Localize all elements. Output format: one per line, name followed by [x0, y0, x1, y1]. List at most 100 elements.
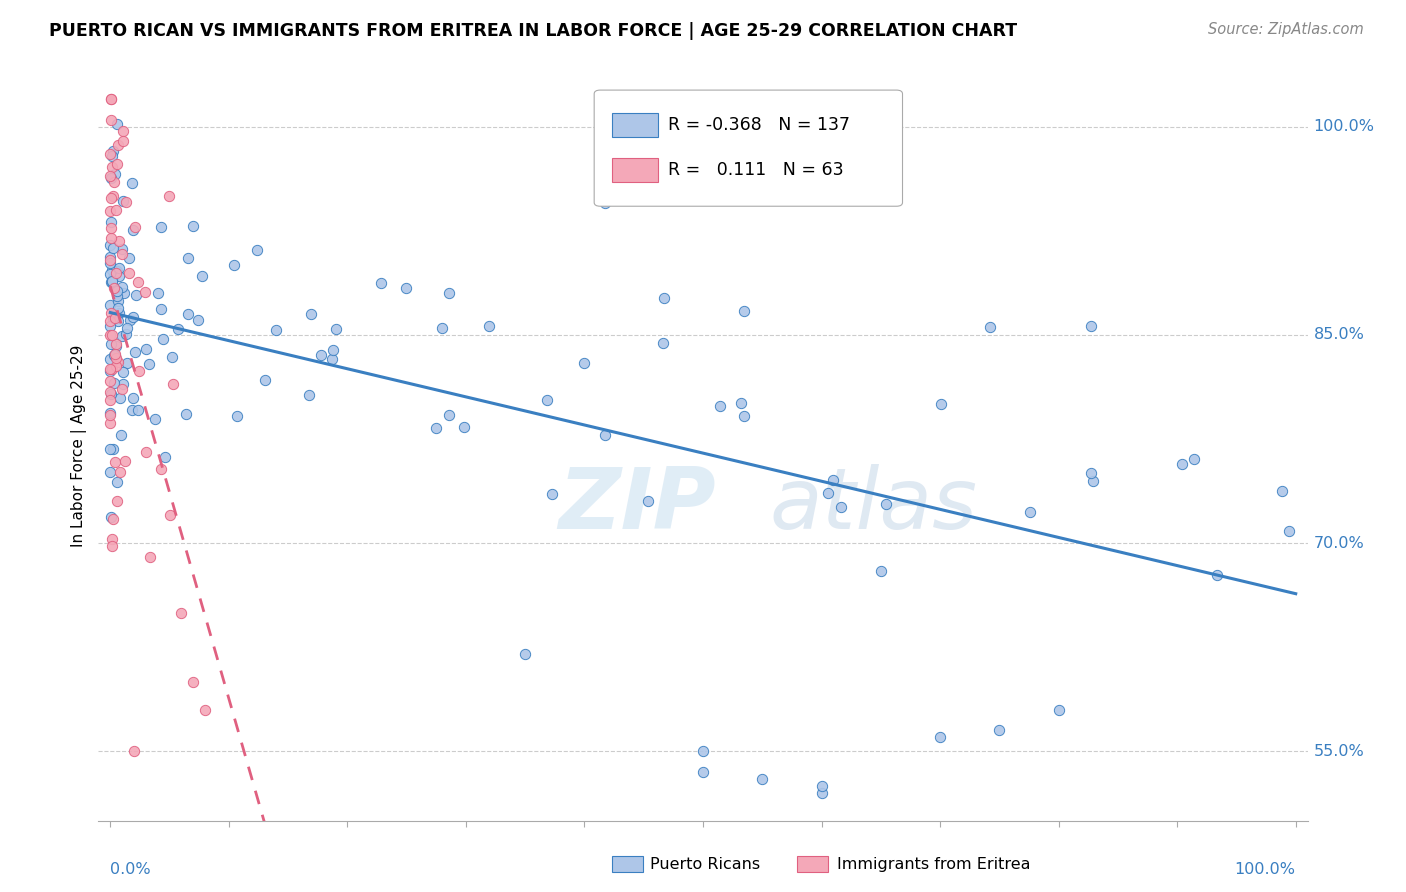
Point [929, 731, 952, 745]
Text: R = -0.368   N = 137: R = -0.368 N = 137 [668, 116, 851, 135]
Point [246, 244, 269, 258]
Point [325, 321, 347, 335]
Point [101, 263, 124, 277]
Text: Puerto Ricans: Puerto Ricans [650, 857, 759, 871]
Point [148, 286, 170, 301]
Point [105, 336, 128, 351]
Point [111, 280, 134, 294]
Point [311, 349, 333, 363]
Point [101, 276, 124, 290]
Point [105, 264, 128, 278]
Point [733, 409, 755, 423]
Point [105, 289, 128, 303]
Point [875, 497, 897, 511]
Point [1171, 457, 1194, 471]
Point [101, 160, 124, 174]
Point [100, 112, 122, 127]
Point [100, 92, 122, 106]
Point [104, 338, 127, 352]
Point [111, 376, 134, 391]
Point [114, 454, 136, 468]
Point [112, 365, 135, 379]
Point [127, 275, 149, 289]
Point [1271, 483, 1294, 498]
Point [111, 134, 134, 148]
Point [152, 332, 174, 346]
Point [181, 674, 204, 689]
Point [692, 765, 714, 780]
Point [298, 388, 321, 402]
Point [153, 450, 176, 464]
Point [821, 473, 844, 487]
Point [103, 281, 125, 295]
Point [117, 321, 139, 335]
Point [105, 475, 128, 490]
Point [104, 267, 127, 281]
Point [432, 321, 454, 335]
Point [125, 288, 148, 302]
Point [652, 291, 675, 305]
Point [100, 221, 122, 235]
Point [111, 329, 134, 343]
Point [176, 408, 198, 422]
Point [98, 409, 121, 423]
Point [122, 223, 145, 237]
Point [105, 494, 128, 508]
Point [100, 386, 122, 401]
Point [105, 351, 128, 365]
Point [159, 508, 181, 523]
Point [100, 297, 122, 311]
Point [162, 376, 184, 391]
Point [149, 461, 172, 475]
Point [118, 251, 141, 265]
Point [637, 188, 659, 202]
Point [135, 445, 157, 459]
Point [103, 347, 125, 361]
Point [101, 274, 124, 288]
Point [100, 510, 122, 524]
Point [370, 276, 392, 290]
Point [157, 188, 180, 202]
Point [652, 335, 675, 350]
Point [191, 268, 214, 283]
Y-axis label: In Labor Force | Age 25-29: In Labor Force | Age 25-29 [72, 345, 87, 547]
Point [226, 409, 249, 423]
Point [264, 323, 287, 337]
Text: 100.0%: 100.0% [1313, 120, 1375, 135]
Point [869, 564, 891, 578]
Point [187, 313, 209, 327]
Point [98, 328, 121, 343]
Text: 100.0%: 100.0% [1234, 862, 1296, 877]
Point [101, 189, 124, 203]
Point [101, 512, 124, 526]
Point [593, 196, 616, 211]
Point [100, 230, 122, 244]
Point [101, 149, 124, 163]
Point [100, 306, 122, 320]
Point [101, 328, 124, 343]
Text: 0.0%: 0.0% [110, 862, 150, 877]
Point [100, 362, 122, 376]
Point [817, 486, 839, 500]
Point [104, 455, 127, 469]
Point [107, 293, 129, 308]
Point [100, 92, 122, 106]
Text: atlas: atlas [769, 465, 977, 548]
Point [101, 241, 124, 255]
Point [121, 177, 143, 191]
Point [104, 350, 127, 364]
Point [100, 442, 122, 456]
Point [107, 301, 129, 315]
Point [98, 169, 121, 183]
Point [540, 487, 562, 501]
Point [135, 342, 157, 356]
Point [98, 352, 121, 367]
Point [128, 364, 150, 378]
Point [100, 318, 122, 333]
Point [100, 170, 122, 185]
Point [176, 307, 198, 321]
Point [122, 744, 145, 758]
Point [1080, 466, 1102, 480]
Point [453, 420, 475, 434]
Point [103, 442, 125, 457]
